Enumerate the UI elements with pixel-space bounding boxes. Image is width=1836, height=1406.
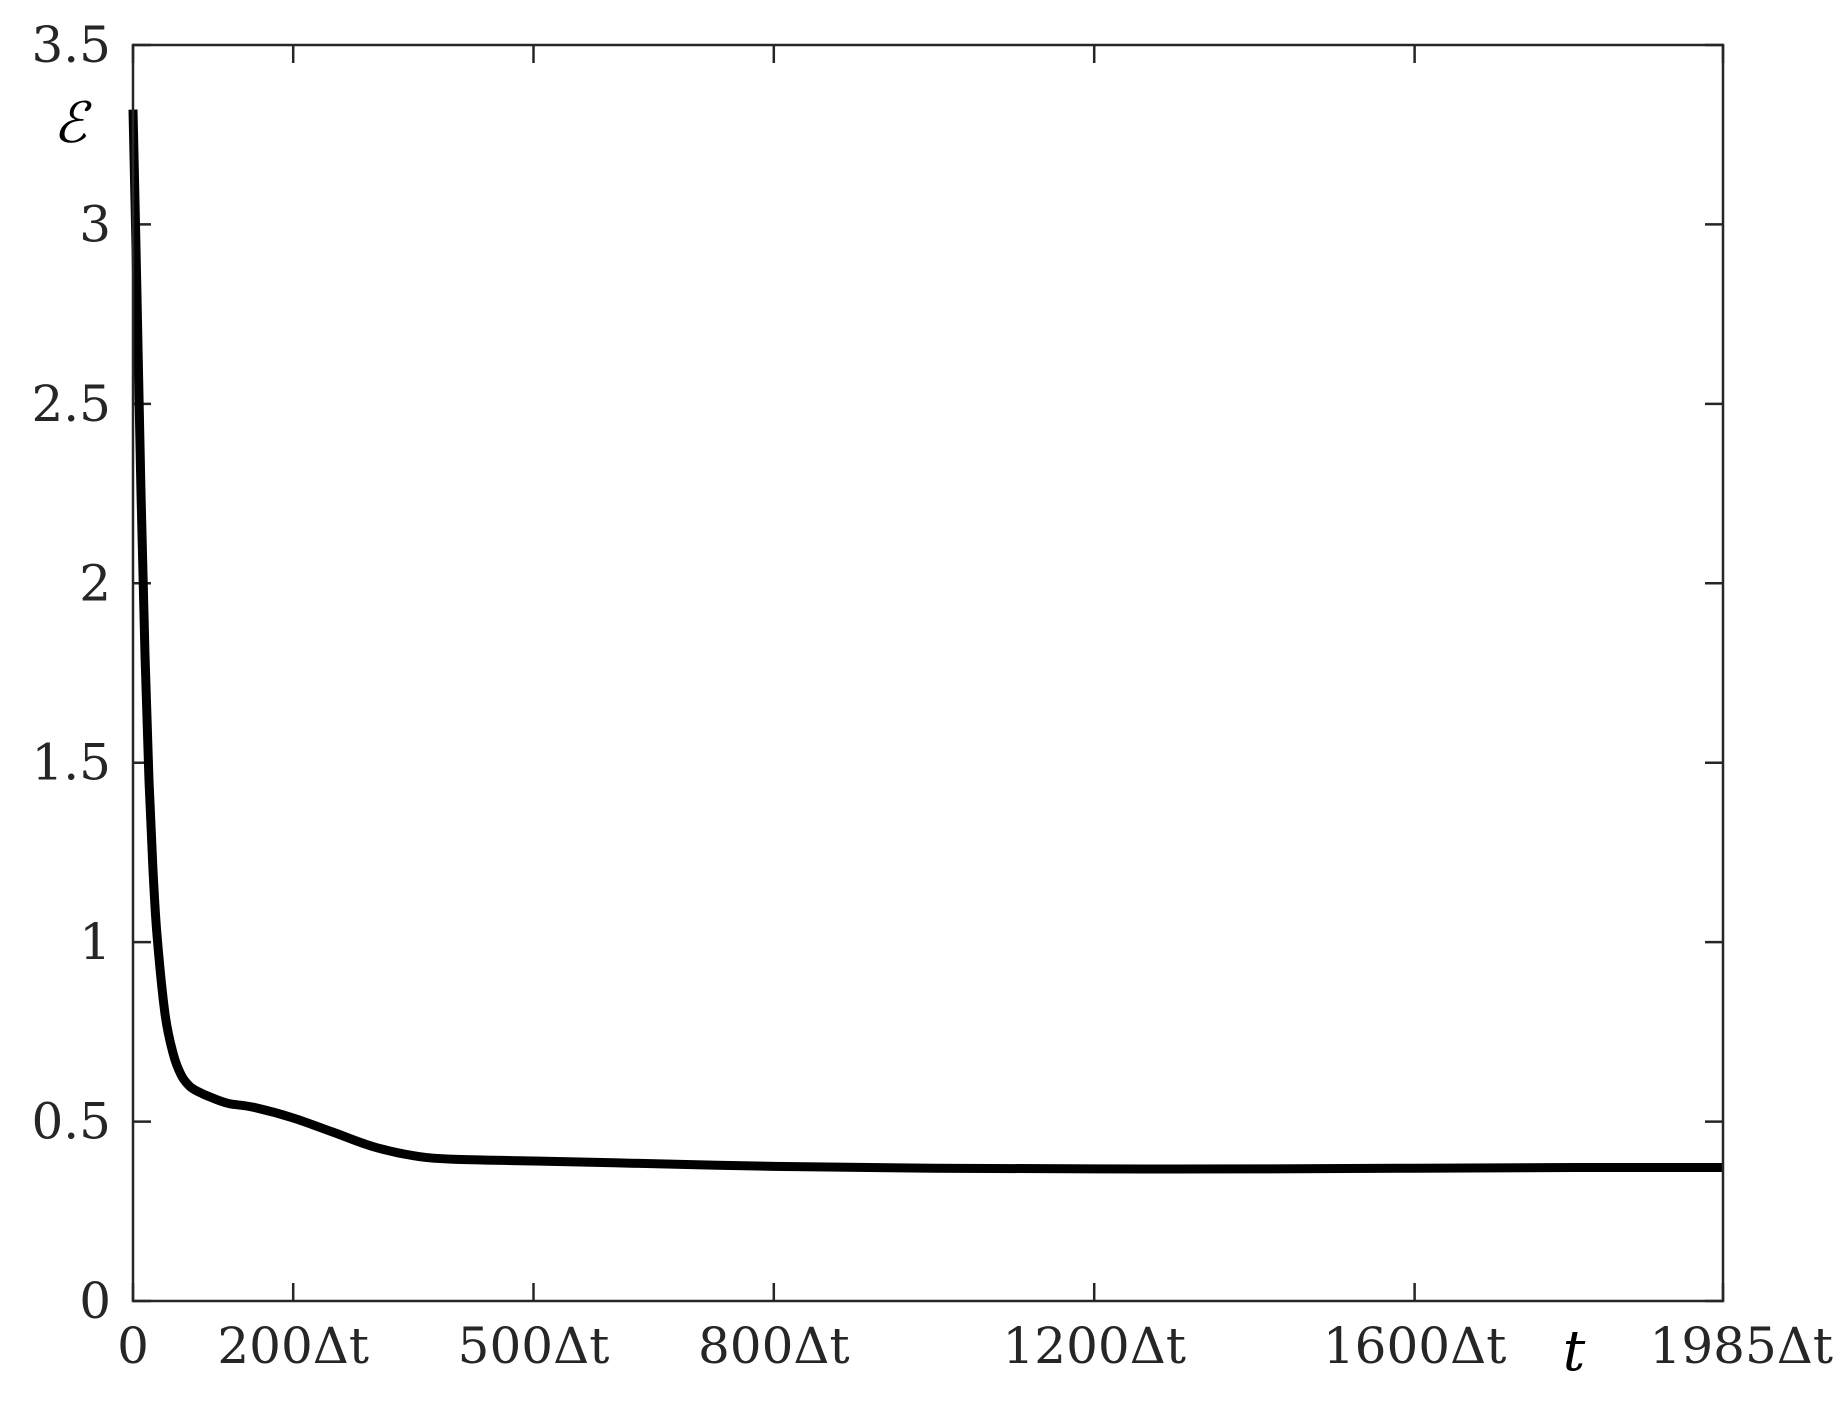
y-tick-label: 0.5 <box>31 1093 111 1151</box>
y-tick-label: 1 <box>79 913 111 971</box>
y-tick-label: 3.5 <box>31 16 111 74</box>
tick-labels: 0 200Δt 500Δt 800Δt 1200Δt 1600Δt 1985Δt 0 0.5 1 1… <box>31 16 1833 1375</box>
y-axis-label: ℰ <box>53 91 92 156</box>
x-axis-label: t <box>1563 1319 1586 1384</box>
x-tick-label: 0 <box>117 1317 149 1375</box>
y-tick-label: 1.5 <box>31 734 111 792</box>
x-tick-label: 1985Δt <box>1650 1317 1833 1375</box>
y-tick-label: 3 <box>79 195 111 253</box>
x-tick-label: 800Δt <box>698 1317 850 1375</box>
y-tick-label: 2.5 <box>31 375 111 433</box>
series-line <box>128 109 1724 1174</box>
x-tick-label: 500Δt <box>458 1317 610 1375</box>
x-tick-label: 200Δt <box>217 1317 369 1375</box>
plot-frame <box>131 43 1725 1303</box>
x-tick-label: 1600Δt <box>1323 1317 1506 1375</box>
x-tick-label: 1200Δt <box>1002 1317 1185 1375</box>
plot-background <box>133 45 1723 1301</box>
y-tick-label: 2 <box>79 554 111 612</box>
y-tick-label: 0 <box>79 1272 111 1330</box>
